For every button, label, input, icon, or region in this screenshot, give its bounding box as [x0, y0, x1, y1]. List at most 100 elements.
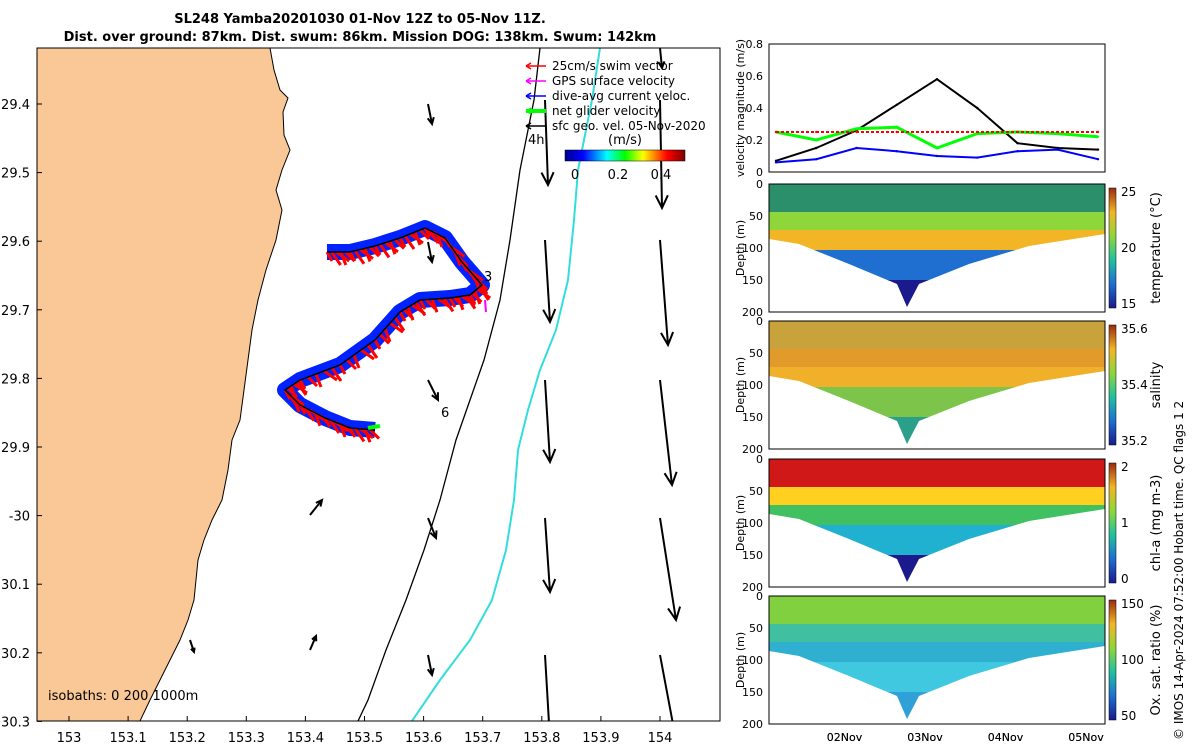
- colorbar-tick: 1: [1121, 516, 1129, 530]
- swim-vector: [435, 233, 444, 248]
- swim-vector: [398, 237, 407, 248]
- isobaths-label: isobaths: 0 200 1000m: [48, 689, 198, 704]
- velocity-point: [935, 146, 939, 150]
- section-layer: [769, 596, 1105, 624]
- swim-vector: [323, 369, 338, 382]
- depth-tick: 50: [749, 622, 763, 635]
- swim-vector: [418, 299, 427, 310]
- swim-vector: [473, 290, 482, 305]
- lat-tick-label: 30.3: [1, 715, 30, 730]
- swim-vector: [339, 251, 348, 266]
- swim-vector: [452, 296, 465, 308]
- legend-arrowhead: [525, 77, 532, 85]
- section-layer: [769, 505, 1105, 525]
- swim-vector: [447, 241, 459, 257]
- swim-vector: [418, 228, 431, 241]
- section-layer: [769, 250, 1105, 280]
- lat-tick-label: 30.2: [1, 647, 30, 662]
- colorbar-tick: 2: [1121, 460, 1129, 474]
- lon-tick-label: 153.8: [523, 731, 560, 746]
- swim-vector: [439, 234, 452, 247]
- current-arrow: [659, 379, 678, 488]
- section-layer: [769, 184, 1105, 212]
- credit-text: © IMOS 14-Apr-2024 07:52:00 Hobart time.…: [1172, 400, 1186, 740]
- date-tick: 05Nov: [1068, 731, 1104, 744]
- legend-label: GPS surface velocity: [552, 74, 675, 88]
- legend-label: net glider velocity: [552, 104, 660, 118]
- depth-tick: 100: [742, 654, 763, 667]
- swim-vector: [318, 414, 331, 426]
- swim-vector: [335, 250, 351, 263]
- colorbar-tick: 0.4: [651, 168, 672, 183]
- colorbar-tick: 20: [1121, 241, 1136, 255]
- swim-vector: [432, 230, 447, 243]
- swim-vector: [344, 250, 356, 263]
- colorbar-tick: 25: [1121, 185, 1136, 199]
- speed-colorbar: [564, 149, 686, 162]
- swim-vector: [423, 227, 432, 238]
- swim-vector: [360, 348, 375, 361]
- date-tick: 02Nov: [827, 731, 863, 744]
- depth-tick: 100: [742, 242, 763, 255]
- lon-tick-label: 153.6: [405, 731, 442, 746]
- swim-vector: [363, 247, 372, 262]
- swim-vector: [298, 404, 307, 415]
- gps-velocity-mark: [484, 299, 487, 313]
- current-arrow: [657, 48, 666, 71]
- swim-vector: [295, 400, 308, 413]
- velocity-point: [1016, 142, 1019, 145]
- swim-vector: [424, 298, 437, 310]
- lon-tick-label: 153.7: [464, 731, 501, 746]
- date-tick: 02Nov: [827, 731, 863, 744]
- lon-tick-label: 153.1: [109, 731, 146, 746]
- net-velocity-mark: [367, 424, 381, 430]
- colorbar-tick: 50: [1121, 709, 1136, 723]
- swim-vector: [353, 249, 366, 265]
- date-tick: 04Nov: [988, 731, 1024, 744]
- swim-vector: [442, 297, 455, 313]
- swim-vector: [348, 427, 357, 438]
- swim-vector: [292, 398, 301, 413]
- swim-vector: [468, 294, 477, 305]
- swim-vector: [469, 269, 484, 282]
- swim-vector: [286, 386, 299, 399]
- lat-tick-label: -30: [9, 510, 30, 525]
- velocity-ytick: 0.4: [746, 102, 764, 115]
- current-arrow: [659, 654, 674, 721]
- swim-vector: [366, 344, 379, 359]
- section-layer: [769, 387, 1105, 417]
- swim-vector: [480, 284, 489, 295]
- swim-vector: [334, 420, 349, 433]
- current-arrow: [659, 517, 682, 623]
- lon-tick-label: 153.9: [582, 731, 619, 746]
- depth-tick: 200: [742, 718, 763, 731]
- swim-vector: [330, 251, 342, 266]
- velocity-ytick: 0.2: [746, 134, 764, 147]
- depth-tick: 0: [756, 453, 763, 466]
- depth-label: Depth (m): [734, 495, 747, 551]
- lat-tick-label: 30.1: [1, 578, 30, 593]
- colorbar-tick: 0.2: [608, 168, 629, 183]
- section-layer: [769, 280, 1105, 307]
- swim-vector: [306, 375, 319, 388]
- velocity-point: [976, 130, 979, 134]
- swim-vector: [338, 423, 347, 438]
- colorbar-label: Ox. sat. ratio (%): [1149, 605, 1164, 716]
- current-arrow: [309, 633, 318, 651]
- annotation-4h: 4h: [528, 133, 545, 148]
- velocity-point: [1096, 135, 1100, 138]
- map-ticks: 29.429.529.629.729.829.9-3030.130.230.31…: [1, 98, 672, 746]
- chart-title: SL248 Yamba20201030 01-Nov 12Z to 05-Nov…: [174, 12, 546, 27]
- swim-vector: [363, 428, 372, 443]
- velocity-series-black: [775, 77, 1099, 162]
- swim-vector: [402, 308, 415, 320]
- date-tick: 03Nov: [907, 731, 943, 744]
- velocity-point: [895, 150, 898, 153]
- depth-tick: 100: [742, 379, 763, 392]
- section-layer: [769, 555, 1105, 582]
- swim-vector: [368, 428, 381, 440]
- swim-vector: [389, 321, 404, 334]
